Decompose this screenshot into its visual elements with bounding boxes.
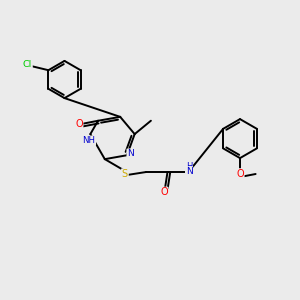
Text: H: H (186, 162, 192, 171)
Text: O: O (236, 169, 244, 179)
Text: N: N (127, 149, 134, 158)
Text: N: N (186, 167, 193, 176)
Text: Cl: Cl (23, 60, 32, 69)
Text: NH: NH (82, 136, 95, 145)
Text: O: O (160, 188, 168, 197)
Text: S: S (122, 169, 128, 179)
Text: O: O (75, 119, 82, 129)
